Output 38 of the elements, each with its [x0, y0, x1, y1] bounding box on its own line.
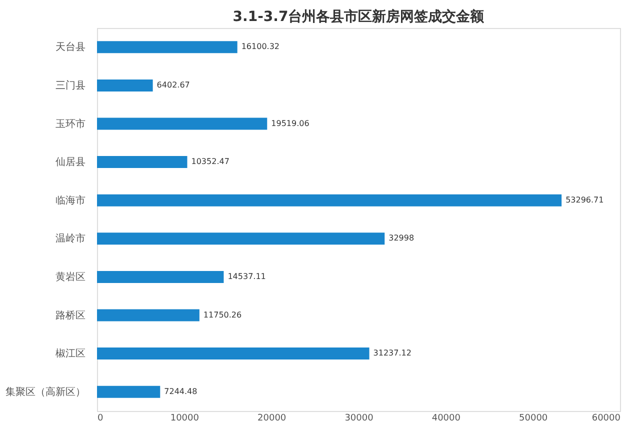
y-tick-label: 天台县: [56, 41, 86, 54]
y-tick-label: 椒江区: [56, 348, 86, 360]
data-label: 19519.06: [271, 118, 310, 128]
x-tick-label: 20000: [258, 414, 286, 424]
y-tick-label: 三门县: [56, 79, 86, 92]
y-tick-label: 仙居县: [56, 157, 86, 168]
bar: [97, 270, 224, 283]
data-label: 10352.47: [191, 157, 230, 166]
bar: [97, 232, 385, 245]
data-label: 6402.67: [156, 80, 190, 90]
x-tick-label: 10000: [170, 414, 200, 424]
y-tick-label: 玉环市: [56, 118, 86, 130]
bar: [97, 386, 160, 398]
bar: [97, 156, 188, 168]
bar: [97, 194, 562, 206]
bar: [97, 79, 153, 92]
x-tick-label: 40000: [432, 414, 461, 424]
data-label: 32998: [388, 234, 414, 243]
chart-title: 3.1-3.7台州各县市区新房网签成交金额: [232, 8, 486, 25]
bar: [97, 118, 268, 130]
y-tick-label: 集聚区（高新区）: [6, 386, 86, 398]
x-tick-label: 30000: [344, 414, 374, 424]
data-label: 14537.11: [228, 272, 266, 281]
data-label: 31237.12: [373, 348, 412, 358]
bar: [97, 309, 200, 322]
y-tick-label: 路桥区: [56, 309, 86, 322]
y-tick-label: 黄岩区: [56, 270, 86, 283]
bar: [97, 348, 370, 360]
bar: [97, 41, 238, 54]
x-tick-label: 60000: [592, 414, 621, 424]
x-tick-label: 50000: [519, 414, 548, 424]
x-tick-label: 0: [98, 414, 104, 424]
y-tick-label: 临海市: [56, 194, 86, 206]
data-label: 53296.71: [566, 195, 604, 204]
data-label: 16100.32: [241, 42, 280, 52]
y-tick-label: 温岭市: [56, 232, 86, 245]
data-label: 7244.48: [164, 386, 198, 396]
data-label: 11750.26: [203, 310, 242, 320]
